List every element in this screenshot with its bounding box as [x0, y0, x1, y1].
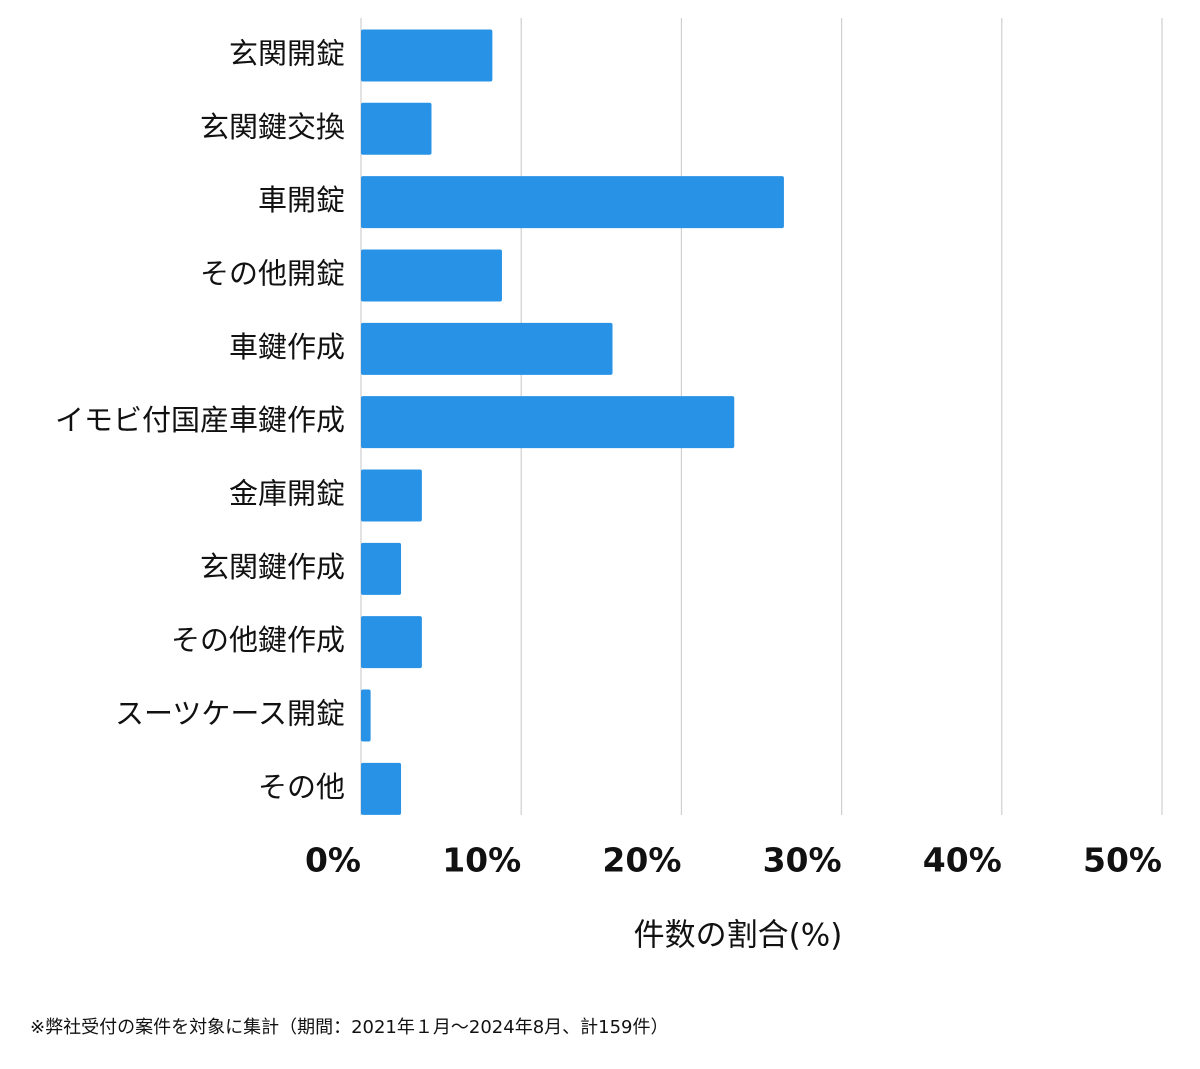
x-tick-label: 50%: [1083, 841, 1162, 880]
y-tick-label: その他: [258, 770, 345, 804]
bar: [361, 396, 735, 449]
bar: [361, 762, 402, 815]
x-tick-label: 10%: [442, 841, 521, 880]
bar: [361, 542, 402, 595]
bar: [361, 29, 493, 82]
bar: [361, 249, 502, 302]
x-tick-label: 20%: [602, 841, 681, 880]
y-tick-label: 車開錠: [258, 183, 345, 217]
y-tick-label: イモビ付国産車鍵作成: [55, 403, 345, 437]
y-tick-label: 金庫開錠: [229, 476, 345, 510]
bar: [361, 176, 784, 229]
y-tick-label: 玄関鍵交換: [200, 110, 345, 144]
footnote: ※弊社受付の案件を対象に集計（期間：2021年１月〜2024年8月、計159件）: [30, 1017, 669, 1038]
bar: [361, 322, 613, 375]
x-axis-title: 件数の割合(%): [634, 918, 843, 954]
bar: [361, 469, 422, 522]
bar: [361, 616, 422, 669]
bar: [361, 102, 432, 155]
y-tick-label: 玄関鍵作成: [200, 550, 345, 584]
y-tick-label: その他開錠: [200, 256, 345, 290]
y-tick-label: 車鍵作成: [229, 330, 345, 364]
x-tick-label: 30%: [763, 841, 842, 880]
x-tick-label: 0%: [305, 841, 361, 880]
x-tick-label: 40%: [923, 841, 1002, 880]
y-tick-label: その他鍵作成: [171, 623, 345, 657]
y-tick-label: 玄関開錠: [229, 36, 345, 70]
y-tick-label: スーツケース開錠: [115, 696, 345, 730]
bar: [361, 689, 371, 742]
